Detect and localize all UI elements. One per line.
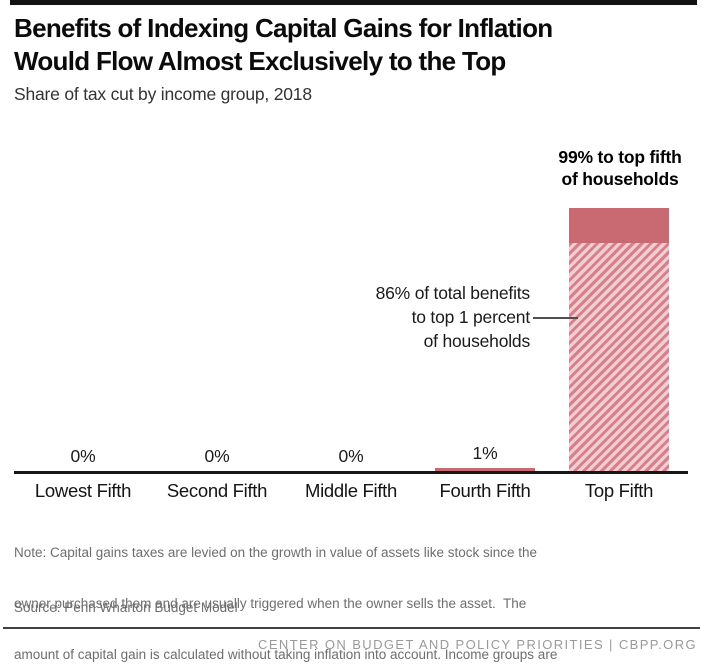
annotation-pointer-line — [533, 317, 578, 319]
category-label: Fourth Fifth — [439, 480, 531, 501]
bar — [435, 468, 535, 471]
annotation-top-1-percent-line-2: to top 1 percent — [411, 307, 531, 327]
bar-top-1-percent-segment — [569, 243, 669, 471]
x-axis-line — [14, 471, 688, 474]
value-label: 0% — [338, 446, 364, 466]
chart-subtitle: Share of tax cut by income group, 2018 — [14, 84, 312, 104]
value-label: 0% — [204, 446, 230, 466]
annotation-top-fifth-line-1: 99% to top fifth — [558, 147, 682, 167]
note-line-2: owner purchased them and are usually tri… — [14, 596, 527, 611]
annotation-top-1-percent-line-3: of households — [423, 331, 531, 351]
footer-divider — [3, 627, 700, 629]
top-accent-bar — [10, 0, 697, 5]
annotation-top-fifth-line-2: of households — [561, 169, 679, 189]
category-label: Second Fifth — [166, 480, 268, 501]
category-label: Top Fifth — [584, 480, 654, 501]
annotation-top-fifth: 99% to top fifth of households — [520, 146, 702, 190]
bar-top-fifth-rest-segment — [569, 208, 669, 243]
category-label: Middle Fifth — [304, 480, 398, 501]
note-line-1: Note: Capital gains taxes are levied on … — [14, 545, 538, 560]
annotation-top-1-percent: 86% of total benefits to top 1 percent o… — [300, 281, 531, 353]
footer-branding: CENTER ON BUDGET AND POLICY PRIORITIES |… — [258, 637, 697, 652]
page-title: Benefits of Indexing Capital Gains for I… — [14, 12, 694, 78]
title-line-1: Benefits of Indexing Capital Gains for I… — [14, 13, 553, 43]
note-text: Note: Capital gains taxes are levied on … — [14, 510, 694, 664]
category-label: Lowest Fifth — [34, 480, 132, 501]
annotation-top-1-percent-line-1: 86% of total benefits — [375, 283, 531, 303]
value-label: 0% — [70, 446, 96, 466]
source-text: Source: Penn Wharton Budget Model — [14, 600, 238, 615]
note-line-3: amount of capital gain is calculated wit… — [14, 647, 558, 662]
title-line-2: Would Flow Almost Exclusively to the Top — [14, 46, 506, 76]
value-label: 1% — [472, 443, 498, 463]
